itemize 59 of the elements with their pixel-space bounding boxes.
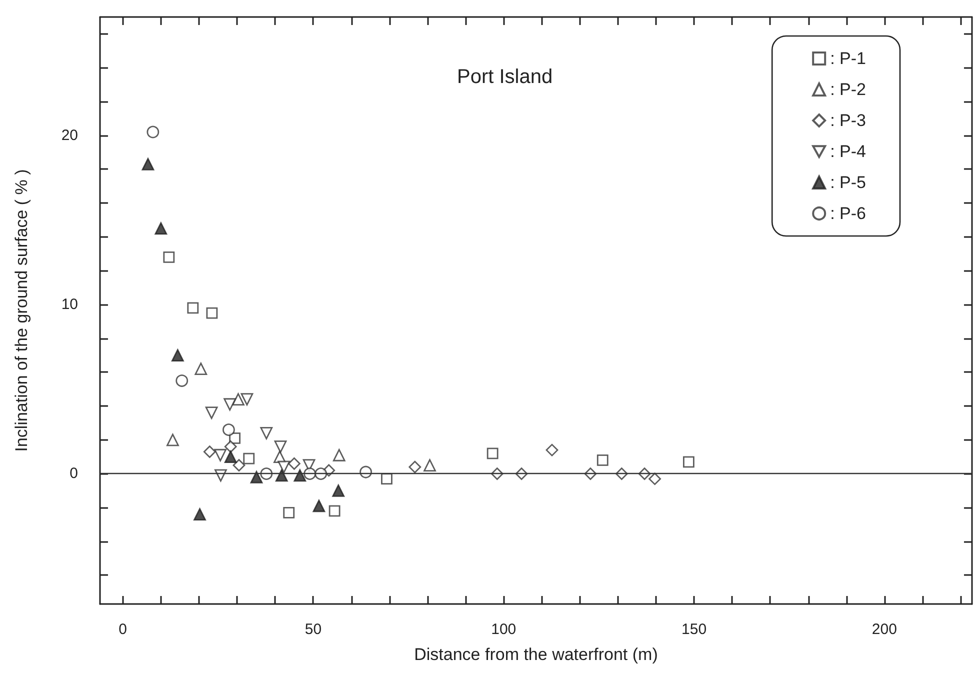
point: [294, 469, 306, 482]
point: [260, 426, 273, 440]
point: [224, 450, 237, 464]
point: [171, 349, 184, 362]
y-tick-label: 20: [61, 126, 78, 144]
y-tick-label: 0: [70, 465, 78, 482]
point: [176, 374, 188, 387]
point: [240, 393, 254, 406]
point: [381, 473, 392, 485]
point: [275, 469, 288, 482]
point: [214, 448, 227, 462]
x-axis-title: Distance from the waterfront (m): [414, 645, 658, 664]
point: [232, 393, 244, 406]
point: [408, 460, 422, 474]
x-tick-label: 50: [304, 621, 322, 638]
point: [596, 454, 608, 466]
point: [424, 459, 436, 472]
legend-label: : P-2: [830, 80, 866, 99]
point: [250, 470, 263, 484]
point: [682, 456, 694, 468]
point: [146, 126, 160, 138]
point: [163, 252, 175, 263]
point: [203, 446, 216, 458]
point: [232, 459, 246, 472]
text: Port Island: [457, 66, 553, 88]
y-tick-label: 10: [61, 296, 78, 314]
point: [332, 484, 345, 497]
point: [187, 302, 199, 314]
legend-label: : P-4: [830, 142, 866, 161]
point: [224, 398, 236, 411]
point: [332, 448, 346, 462]
y-axis-title: Inclination of the ground surface ( % ): [12, 169, 31, 452]
point: [288, 457, 300, 470]
point: [194, 362, 208, 376]
point: [328, 505, 340, 517]
point: [224, 440, 237, 453]
legend-label: : P-5: [830, 173, 866, 192]
point: [205, 406, 218, 420]
point: [194, 508, 206, 521]
point: [312, 500, 326, 512]
point: [274, 440, 287, 453]
x-tick-label: 150: [682, 621, 707, 638]
point: [142, 158, 154, 170]
point: [486, 448, 498, 460]
point: [648, 472, 662, 486]
point: [166, 434, 179, 446]
point: [243, 452, 255, 464]
point: [206, 307, 218, 319]
point: [546, 444, 558, 456]
x-tick-label: 0: [118, 621, 128, 638]
point: [154, 222, 168, 235]
x-tick-label: 200: [872, 621, 897, 638]
legend-label: : P-1: [830, 49, 866, 68]
point: [278, 460, 290, 474]
point: [222, 424, 235, 436]
point: [283, 506, 295, 518]
x-tick-label: 100: [491, 621, 516, 638]
legend-label: : P-6: [830, 204, 866, 223]
legend-label: : P-3: [830, 111, 866, 130]
